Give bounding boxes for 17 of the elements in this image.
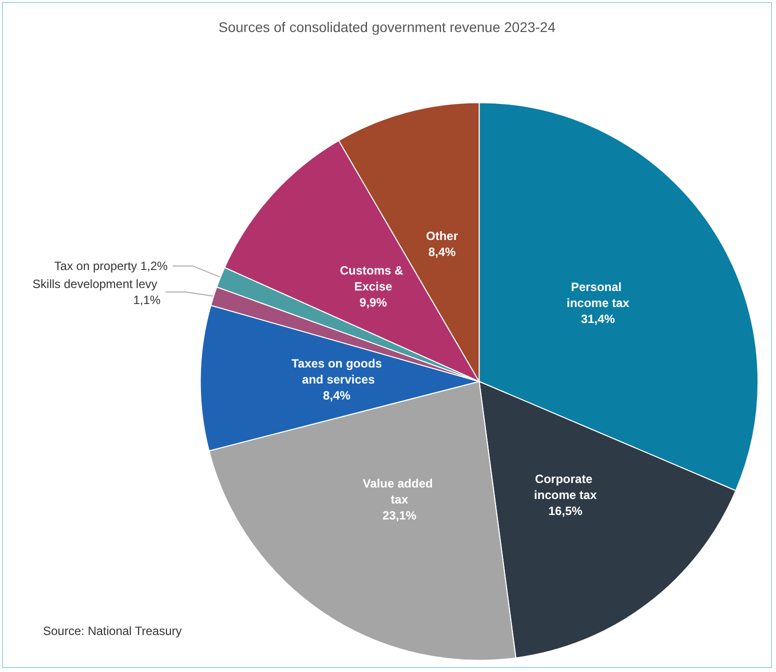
chart-title: Sources of consolidated government revenue 2023-24 <box>218 19 556 35</box>
data-label: 1,1% <box>133 292 161 307</box>
slice-label: Value added tax <box>362 476 436 507</box>
slice-label: Taxes on goods and services <box>291 356 382 387</box>
slice-label: Other <box>426 228 458 243</box>
data-label: 23,1% <box>382 508 417 523</box>
data-label: 9,9% <box>360 295 388 310</box>
data-label: 8,4% <box>428 244 456 259</box>
slice-label: Customs & Excise <box>340 263 407 294</box>
data-label: 31,4% <box>580 312 616 326</box>
slice-label: Personal income tax <box>566 280 630 310</box>
source-note: Source: National Treasury <box>43 624 182 638</box>
slice-label: Tax on property 1,2% <box>54 258 168 273</box>
slice-label: Skills development levy <box>32 276 161 291</box>
data-label: 16,5% <box>548 504 583 518</box>
data-label: 8,4% <box>323 388 351 403</box>
slice-label: Corporate income tax <box>534 472 598 502</box>
